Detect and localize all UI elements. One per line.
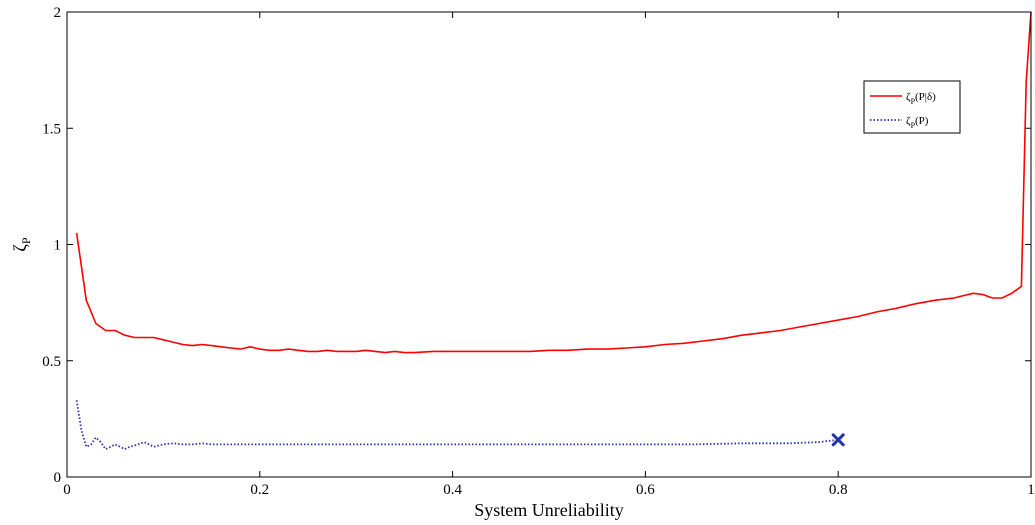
end-marker [831,433,845,447]
legend: ζP(P|δ) ζP(P) [863,80,961,134]
x-tick-label: 0.4 [443,482,462,498]
series-line-2 [75,400,839,451]
series-line-1 [75,11,1032,354]
legend-label-1: ζP(P|δ) [906,91,936,106]
y-axis-label: ζP [10,237,33,251]
series-layer [75,11,1032,451]
y-tick-label: 0.5 [42,354,61,370]
x-tick-label: 0.2 [250,482,269,498]
plot-area-frame [66,11,1032,478]
legend-label-2: ζP(P) [906,115,929,130]
x-tick-label: 0 [63,482,71,498]
x-tick-label: 0.8 [829,482,848,498]
y-tick-label: 2 [54,5,62,21]
y-axis-label-subscript: P [19,237,33,244]
x-tick-label: 0.6 [636,482,655,498]
legend-box [863,80,961,134]
svg-text:ζP: ζP [10,237,33,251]
y-tick-label: 0 [54,470,62,486]
y-axis-label-symbol: ζ [10,244,30,252]
x-tick-label: 1 [1027,482,1035,498]
x-axis-label: System Unreliability [474,500,623,520]
tick-labels: 0 0.2 0.4 0.6 0.8 1 0 0.5 1 1.5 2 [42,5,1035,498]
y-tick-label: 1.5 [42,121,61,137]
y-tick-label: 1 [54,238,62,254]
